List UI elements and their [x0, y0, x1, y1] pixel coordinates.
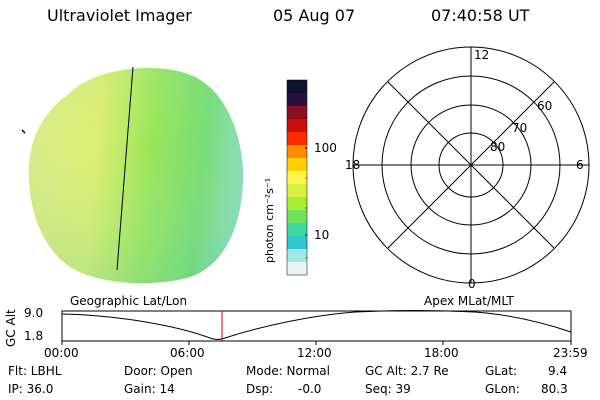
colorbar-cell [287, 119, 307, 133]
polar-diagonal-2 [387, 81, 555, 249]
altitude-curve [61, 310, 572, 340]
info-gc-alt: GC Alt: 2.7 Re [365, 364, 449, 378]
time-label: 07:40:58 UT [431, 6, 530, 25]
earth-disk-image [21, 66, 243, 284]
timeline-ymax: 9.0 [24, 306, 44, 320]
colorbar-cell [287, 106, 307, 120]
colorbar-cell [287, 197, 307, 211]
colorbar-cell [287, 171, 307, 185]
colorbar-cell [287, 158, 307, 172]
xtick-1800: 18:00 [424, 346, 459, 360]
meridian-line [116, 66, 134, 271]
dark-mark [21, 129, 26, 134]
mlt-label-12: 12 [474, 48, 489, 62]
xtick-2359: 23:59 [553, 346, 588, 360]
colorbar-tick-100: 100 [314, 141, 337, 155]
colorbar-cell [287, 93, 307, 107]
info-door: Door: Open [124, 364, 193, 378]
colorbar: photon cm⁻²s⁻¹ [263, 79, 308, 276]
disk-fill [28, 67, 243, 284]
colorbar-cell [287, 249, 307, 263]
mlat-label-70: 70 [512, 121, 527, 135]
mlt-label-0: 0 [468, 277, 476, 290]
colorbar-tick-10: 10 [314, 228, 330, 242]
timeline-ylabel: GC Alt [4, 309, 18, 347]
date-label: 05 Aug 07 [273, 6, 356, 25]
timeline-ymin: 1.8 [24, 329, 44, 343]
colorbar-cell [287, 184, 307, 198]
info-glon-label: GLon: [485, 382, 520, 396]
colorbar-cell [287, 236, 307, 250]
polar-grid: 12 18 6 0 60 70 80 [345, 46, 590, 290]
xtick-1200: 12:00 [297, 346, 332, 360]
colorbar-cell [287, 223, 307, 237]
colorbar-cell [287, 80, 307, 94]
xtick-0000: 00:00 [44, 346, 79, 360]
xtick-0600: 06:00 [170, 346, 205, 360]
mlat-label-80: 80 [490, 140, 505, 154]
info-glon-value: 80.3 [541, 382, 568, 396]
info-glat-label: GLat: [485, 364, 518, 378]
info-seq: Seq: 39 [365, 382, 411, 396]
mlt-label-18: 18 [345, 158, 360, 172]
timeline-right-title: Apex MLat/MLT [424, 294, 514, 308]
colorbar-label: photon cm⁻²s⁻¹ [263, 178, 276, 263]
colorbar-cell [287, 132, 307, 146]
colorbar-cells [287, 80, 307, 276]
colorbar-cell [287, 262, 307, 276]
info-mode: Mode: Normal [246, 364, 330, 378]
info-glat-value: 9.4 [548, 364, 568, 378]
colorbar-cell [287, 210, 307, 224]
timeline-left-title: Geographic Lat/Lon [70, 294, 188, 308]
info-dsp-value: -0.0 [298, 382, 322, 396]
mlat-label-60: 60 [537, 99, 552, 113]
colorbar-cell [287, 145, 307, 159]
imager-title: Ultraviolet Imager [47, 6, 192, 25]
orbit-altitude-plot [61, 310, 572, 345]
info-filter: Flt: LBHL [8, 364, 62, 378]
info-ip: IP: 36.0 [8, 382, 54, 396]
mlt-label-6: 6 [576, 158, 584, 172]
info-gain: Gain: 14 [124, 382, 175, 396]
info-dsp-label: Dsp: [246, 382, 274, 396]
